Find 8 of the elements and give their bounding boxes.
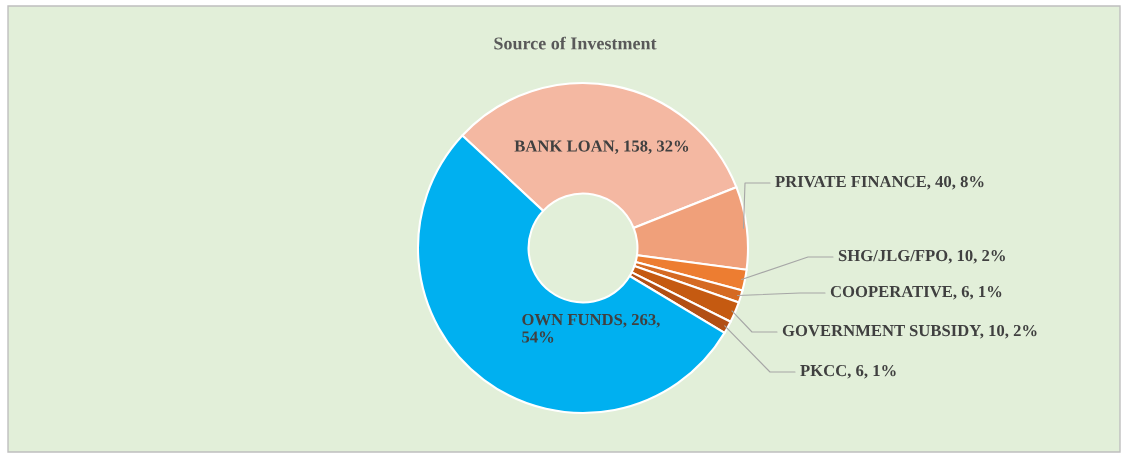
slice-label: PKCC, 6, 1% [800, 364, 896, 379]
chart-title: Source of Investment [494, 36, 657, 50]
slice-label: COOPERATIVE, 6, 1% [830, 285, 1002, 300]
slice-label: OWN FUNDS, 263, 54% [522, 313, 660, 343]
slice-label: BANK LOAN, 158, 32% [514, 140, 689, 155]
slice-label: SHG/JLG/FPO, 10, 2% [838, 249, 1005, 264]
slice-label: GOVERNMENT SUBSIDY, 10, 2% [782, 324, 1037, 339]
slice-label: PRIVATE FINANCE, 40, 8% [775, 175, 984, 190]
